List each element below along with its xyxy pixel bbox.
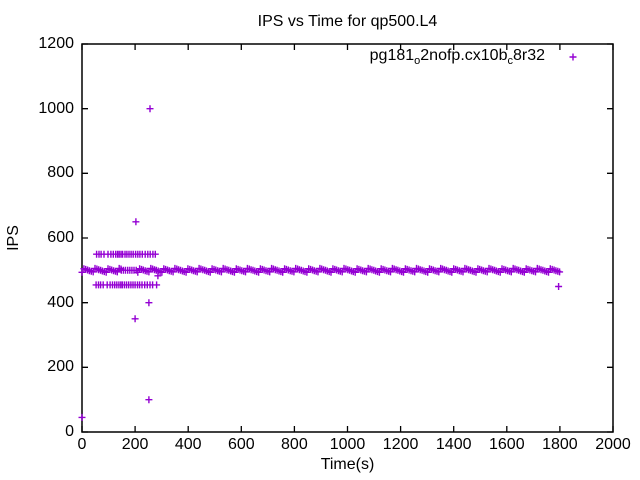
plot-border (81, 43, 614, 433)
x-tick-label: 1000 (329, 436, 366, 453)
cluster-row-high-points (93, 250, 159, 258)
legend-label-part: 2nofp.cx10b (420, 47, 508, 64)
legend-label-subscript: o (414, 55, 421, 67)
x-axis-label: Time(s) (320, 456, 375, 473)
x-tick-label: 1400 (435, 436, 472, 453)
x-tick-label: 0 (77, 436, 87, 453)
x-tick-label: 400 (174, 436, 202, 453)
y-tick-label: 1000 (38, 99, 74, 117)
y-tick-label: 200 (47, 358, 74, 376)
y-tick-label: 400 (47, 293, 74, 311)
y-tick-label: 600 (47, 229, 74, 246)
outlier-points (78, 105, 563, 421)
x-tick-label: 1800 (542, 436, 578, 453)
legend-label-part: 8r32 (512, 47, 545, 64)
x-tick-label: 1600 (489, 436, 525, 453)
y-tick-label: 1200 (38, 35, 74, 52)
legend-marker-icon (569, 53, 577, 61)
x-tick-label: 1200 (382, 436, 419, 453)
dense-band-points (78, 264, 564, 276)
legend: pg181o2nofp.cx10bc8r32 (369, 47, 545, 67)
legend-series-label: pg181o2nofp.cx10bc8r32 (369, 47, 545, 67)
cluster-row-low-points (92, 281, 161, 289)
y-tick-label: 800 (47, 164, 74, 182)
chart-title: IPS vs Time for qp500.L4 (257, 13, 438, 30)
legend-label-subscript: c (507, 55, 513, 67)
x-tick-label: 2000 (595, 436, 631, 453)
x-tick-label: 200 (121, 436, 149, 453)
legend-label-part: pg181 (369, 47, 415, 64)
x-tick-label: 600 (227, 436, 255, 453)
y-tick-label: 0 (65, 423, 74, 440)
axis-ticks (81, 43, 614, 433)
x-tick-label: 800 (281, 436, 308, 453)
